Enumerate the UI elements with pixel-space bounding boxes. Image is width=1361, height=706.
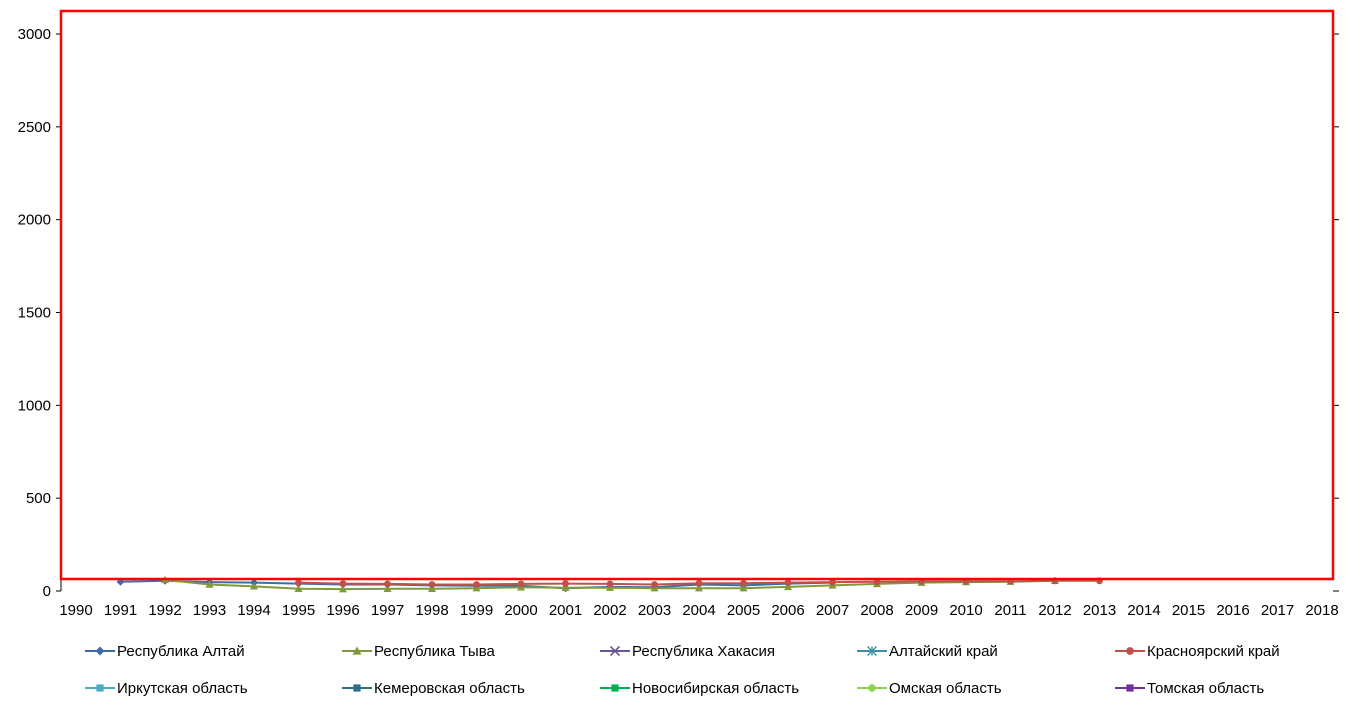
y-tick-label: 3000 [18,26,51,43]
x-tick-label: 1992 [148,602,181,619]
x-tick-label: 2016 [1216,602,1249,619]
x-tick-label: 1997 [371,602,404,619]
data-point [339,580,347,587]
data-point [561,583,570,591]
data-point [428,584,436,592]
legend-label: Красноярский край [1147,643,1280,660]
highlight-box [59,9,1335,581]
data-point [383,584,392,592]
x-tick-label: 2012 [1038,602,1071,619]
data-point [384,580,391,588]
legend-item: Алтайский край [857,643,998,660]
data-point [339,585,347,593]
x-tick-label: 1993 [193,602,226,619]
x-tick-label: 2006 [771,602,804,619]
x-tick-label: 2011 [994,602,1026,619]
data-point [295,579,302,587]
legend-item: Томская область [1115,680,1264,697]
data-point [784,579,792,587]
data-point [562,580,569,587]
data-point [611,684,619,692]
legend-item: Кемеровская область [342,680,525,697]
legend-item: Красноярский край [1115,643,1280,660]
legend-label: Кемеровская область [374,680,525,697]
x-tick-label: 1999 [460,602,493,619]
x-tick-label: 1996 [326,602,359,619]
y-tick-label: 500 [26,490,51,507]
data-point [353,684,361,692]
x-tick-label: 1998 [415,602,448,619]
x-tick-label: 2003 [638,602,671,619]
legend-label: Томская область [1147,680,1264,697]
data-point [740,579,747,587]
data-point [250,582,258,590]
x-tick-label: 2014 [1127,602,1160,619]
data-point [428,581,436,588]
x-tick-label: 2007 [816,602,849,619]
data-point [651,581,658,588]
y-tick-label: 0 [43,583,51,600]
legend-label: Омская область [889,680,1002,697]
x-tick-label: 2008 [860,602,893,619]
x-tick-label: 2017 [1261,602,1294,619]
legend-item: Омская область [857,680,1002,697]
data-point [606,580,614,588]
data-point [829,578,836,586]
y-tick-label: 1000 [18,397,51,414]
data-point [96,684,104,692]
x-tick-label: 1994 [237,602,270,619]
x-tick-label: 2001 [549,602,582,619]
legend: Республика Алтай Республика Тыва Республик… [85,643,1280,697]
y-tick-label: 2500 [18,119,51,136]
legend-item: Иркутская область [85,680,248,697]
legend-label: Республика Тыва [374,643,496,660]
x-tick-label: 2009 [905,602,938,619]
x-tick-label: 1995 [282,602,315,619]
legend-item: Республика Хакасия [600,643,775,660]
x-tick-label: 2000 [504,602,537,619]
legend-label: Алтайский край [889,643,998,660]
x-tick-label: 1990 [59,602,92,619]
legend-label: Республика Алтай [117,643,245,660]
legend-item: Новосибирская область [600,680,799,697]
data-point [868,684,876,692]
x-axis: 1990 1991 1992 1993 1994 1995 1996 1997 1998 1999… [59,602,1338,619]
y-tick-label: 2000 [18,212,51,229]
data-point [294,584,303,592]
x-tick-label: 2015 [1172,602,1205,619]
legend-label: Республика Хакасия [632,643,775,660]
data-point [695,579,703,587]
data-point [473,581,480,588]
data-point [517,580,525,588]
x-tick-label: 2018 [1305,602,1338,619]
data-point [95,646,105,656]
x-tick-label: 1991 [104,602,137,619]
x-tick-label: 2013 [1083,602,1116,619]
plot-area [116,575,1103,593]
data-point [609,645,621,657]
data-point [205,580,214,588]
y-axis: 0 500 1000 1500 2000 2500 3000 [18,26,1339,600]
legend-label: Иркутская область [117,680,248,697]
x-tick-label: 2005 [727,602,760,619]
data-point [695,584,703,592]
legend-label: Новосибирская область [632,680,799,697]
x-tick-label: 2010 [949,602,982,619]
data-point [1126,684,1134,692]
data-point [739,584,748,592]
x-tick-label: 2002 [593,602,626,619]
data-point [784,582,792,591]
x-tick-label: 2004 [682,602,715,619]
legend-item: Республика Тыва [342,643,496,660]
data-point [867,646,877,656]
y-tick-label: 1500 [18,305,51,322]
legend-item: Республика Алтай [85,643,245,660]
data-point [352,646,362,655]
data-point [1126,647,1134,655]
